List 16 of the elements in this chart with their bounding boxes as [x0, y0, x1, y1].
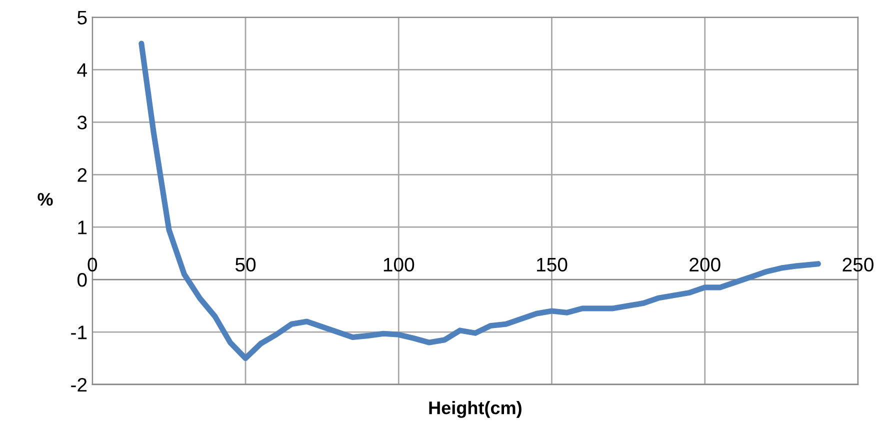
x-tick-label: 250: [842, 258, 874, 272]
x-axis-title: Height(cm): [429, 401, 522, 418]
y-tick-label: 5: [78, 10, 87, 25]
y-tick-label: 1: [78, 220, 87, 234]
y-tick-label: -1: [71, 326, 87, 340]
x-tick-label: 150: [537, 258, 568, 272]
x-tick-label: 100: [384, 258, 414, 272]
y-tick-label: 0: [77, 273, 87, 287]
x-tick-label: 50: [235, 258, 256, 272]
y-tick-label: 2: [78, 168, 87, 182]
y-tick-label: 4: [77, 63, 87, 77]
y-tick-label: 3: [77, 116, 87, 130]
x-tick-label: 200: [690, 258, 720, 272]
x-tick-label: 0: [88, 258, 98, 272]
y-axis-title: %: [38, 192, 53, 206]
y-tick-label: -2: [71, 378, 87, 392]
